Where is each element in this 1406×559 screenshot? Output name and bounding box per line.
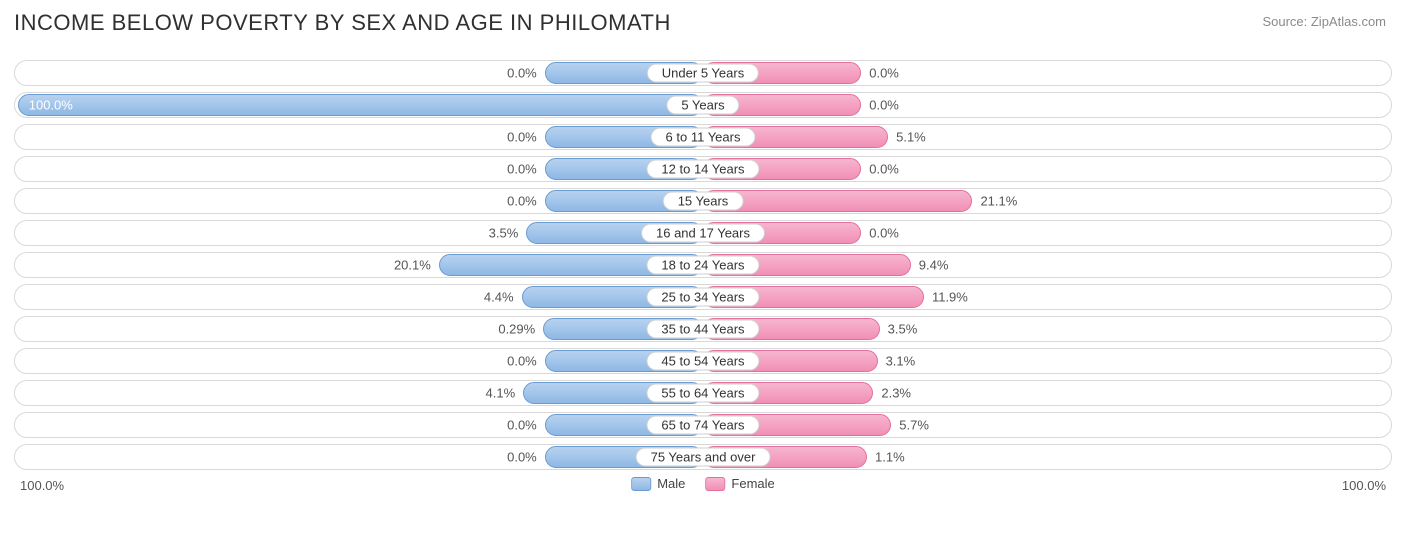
female-swatch-icon bbox=[705, 477, 725, 491]
male-value-label: 0.0% bbox=[507, 162, 545, 177]
female-value-label: 3.5% bbox=[880, 322, 918, 337]
male-value-label: 4.4% bbox=[484, 290, 522, 305]
axis-right-label: 100.0% bbox=[1342, 478, 1386, 493]
female-value-label: 2.3% bbox=[873, 386, 911, 401]
male-value-label: 0.0% bbox=[507, 66, 545, 81]
female-value-label: 0.0% bbox=[861, 226, 899, 241]
male-value-label: 0.0% bbox=[507, 450, 545, 465]
category-label: 12 to 14 Years bbox=[646, 160, 759, 179]
male-swatch-icon bbox=[631, 477, 651, 491]
legend-male-label: Male bbox=[657, 476, 685, 491]
female-value-label: 1.1% bbox=[867, 450, 905, 465]
category-label: 6 to 11 Years bbox=[651, 128, 756, 147]
bar-row: 55 to 64 Years 4.1% 2.3% bbox=[14, 380, 1392, 406]
category-label: 55 to 64 Years bbox=[646, 384, 759, 403]
male-value-label: 0.0% bbox=[507, 354, 545, 369]
bar-row: 15 Years 0.0% 21.1% bbox=[14, 188, 1392, 214]
category-label: 65 to 74 Years bbox=[646, 416, 759, 435]
axis-row: 100.0% Male Female 100.0% bbox=[14, 476, 1392, 500]
legend-female-label: Female bbox=[731, 476, 774, 491]
category-label: Under 5 Years bbox=[647, 64, 759, 83]
male-value-label: 0.0% bbox=[507, 418, 545, 433]
female-value-label: 0.0% bbox=[861, 162, 899, 177]
bar-row: 16 and 17 Years 3.5% 0.0% bbox=[14, 220, 1392, 246]
category-label: 45 to 54 Years bbox=[646, 352, 759, 371]
category-label: 16 and 17 Years bbox=[641, 224, 765, 243]
legend-female: Female bbox=[705, 476, 774, 491]
category-label: 5 Years bbox=[666, 96, 739, 115]
male-bar bbox=[18, 94, 703, 116]
female-value-label: 0.0% bbox=[861, 66, 899, 81]
female-value-label: 5.1% bbox=[888, 130, 926, 145]
chart-area: Under 5 Years0.0%0.0%5 Years100.0%0.0%6 … bbox=[14, 60, 1392, 470]
female-value-label: 5.7% bbox=[891, 418, 929, 433]
bar-row: 12 to 14 Years 0.0% 0.0% bbox=[14, 156, 1392, 182]
source-attribution: Source: ZipAtlas.com bbox=[1262, 14, 1386, 29]
female-value-label: 9.4% bbox=[911, 258, 949, 273]
female-bar bbox=[703, 190, 972, 212]
female-value-label: 21.1% bbox=[972, 194, 1017, 209]
category-label: 15 Years bbox=[663, 192, 744, 211]
category-label: 18 to 24 Years bbox=[646, 256, 759, 275]
male-value-label: 20.1% bbox=[394, 258, 439, 273]
category-label: 25 to 34 Years bbox=[646, 288, 759, 307]
bar-row: 65 to 74 Years 0.0% 5.7% bbox=[14, 412, 1392, 438]
male-value-label: 0.29% bbox=[498, 322, 543, 337]
bar-row: 75 Years and over 0.0% 1.1% bbox=[14, 444, 1392, 470]
female-value-label: 0.0% bbox=[861, 98, 899, 113]
bar-row: 18 to 24 Years 20.1% 9.4% bbox=[14, 252, 1392, 278]
female-value-label: 3.1% bbox=[878, 354, 916, 369]
legend-male: Male bbox=[631, 476, 685, 491]
male-value-label: 3.5% bbox=[489, 226, 527, 241]
bar-row: 6 to 11 Years 0.0% 5.1% bbox=[14, 124, 1392, 150]
category-label: 35 to 44 Years bbox=[646, 320, 759, 339]
male-value-label: 0.0% bbox=[507, 194, 545, 209]
bar-row: 25 to 34 Years 4.4% 11.9% bbox=[14, 284, 1392, 310]
axis-left-label: 100.0% bbox=[20, 478, 64, 493]
bar-row: 5 Years 100.0% 0.0% bbox=[14, 92, 1392, 118]
male-value-label: 4.1% bbox=[486, 386, 524, 401]
chart-title: Income Below Poverty by Sex and Age in P… bbox=[14, 10, 1392, 36]
category-label: 75 Years and over bbox=[636, 448, 771, 467]
bar-row: 45 to 54 Years 0.0% 3.1% bbox=[14, 348, 1392, 374]
female-value-label: 11.9% bbox=[924, 290, 968, 305]
male-value-label: 100.0% bbox=[29, 98, 73, 113]
male-value-label: 0.0% bbox=[507, 130, 545, 145]
bar-row: Under 5 Years 0.0% 0.0% bbox=[14, 60, 1392, 86]
bar-row: 35 to 44 Years 0.29% 3.5% bbox=[14, 316, 1392, 342]
legend: Male Female bbox=[631, 476, 775, 491]
